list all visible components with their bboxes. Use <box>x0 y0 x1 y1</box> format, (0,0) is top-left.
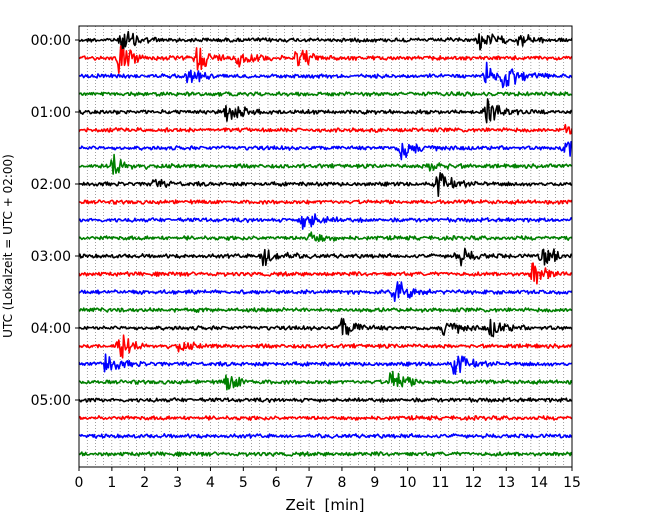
trace-line <box>79 432 572 439</box>
plot-frame <box>78 25 573 468</box>
trace-line <box>79 281 572 303</box>
trace-line <box>79 141 572 161</box>
trace-line <box>79 123 572 135</box>
x-tick-label: 4 <box>206 475 215 491</box>
x-tick-label: 6 <box>272 475 281 491</box>
y-tick-label: 04:00 <box>31 321 71 337</box>
x-tick-label: 8 <box>337 475 346 491</box>
y-tick-label: 05:00 <box>31 393 71 409</box>
x-tick-label: 13 <box>497 475 515 491</box>
trace-line <box>79 397 572 404</box>
x-tick-label: 5 <box>239 475 248 491</box>
trace-line <box>79 306 572 313</box>
x-tick-label: 14 <box>530 475 548 491</box>
x-tick-label: 3 <box>173 475 182 491</box>
trace-line <box>79 415 572 421</box>
trace-line <box>79 247 572 267</box>
trace-line <box>79 91 572 97</box>
trace-line <box>79 172 572 197</box>
x-tick-label: 15 <box>563 475 581 491</box>
y-axis: 00:00 01:00 02:00 03:00 04:00 05:00 <box>31 33 79 409</box>
x-tick-label: 10 <box>399 475 417 491</box>
x-tick-label: 12 <box>464 475 482 491</box>
trace-line <box>79 213 572 230</box>
trace-line <box>79 317 572 338</box>
trace-line <box>79 98 572 124</box>
trace-line <box>79 353 572 375</box>
x-axis-label: Zeit [min] <box>285 496 364 514</box>
x-tick-label: 2 <box>140 475 149 491</box>
trace-line <box>79 451 572 457</box>
y-tick-label: 00:00 <box>31 33 71 49</box>
trace-line <box>79 45 572 74</box>
trace-line <box>79 153 572 175</box>
traces <box>79 30 572 457</box>
x-tick-label: 11 <box>432 475 450 491</box>
trace-line <box>79 262 572 285</box>
x-axis: 0 1 2 3 4 5 6 7 8 9 10 11 12 13 14 15 <box>75 467 581 491</box>
y-tick-label: 03:00 <box>31 249 71 265</box>
trace-line <box>79 30 572 52</box>
y-tick-label: 02:00 <box>31 177 71 193</box>
x-tick-label: 1 <box>107 475 116 491</box>
y-tick-label: 01:00 <box>31 105 71 121</box>
trace-line <box>79 370 572 391</box>
trace-line <box>79 61 572 89</box>
y-axis-label: UTC (Lokalzeit = UTC + 02:00) <box>1 154 15 338</box>
x-tick-label: 9 <box>370 475 379 491</box>
trace-line <box>79 199 572 205</box>
trace-line <box>79 334 572 359</box>
x-tick-label: 0 <box>75 475 84 491</box>
x-tick-label: 7 <box>305 475 314 491</box>
trace-line <box>79 231 572 243</box>
